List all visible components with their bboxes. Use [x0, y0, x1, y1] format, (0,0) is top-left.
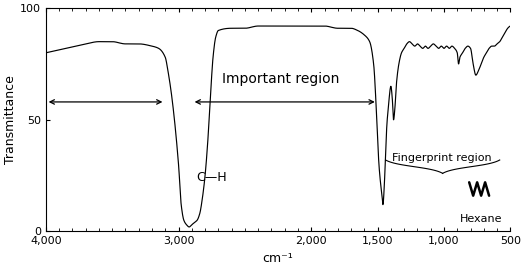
Text: Hexane: Hexane [460, 214, 502, 224]
Y-axis label: Transmittance: Transmittance [4, 75, 17, 164]
Text: Important region: Important region [222, 72, 339, 86]
Text: Fingerprint region: Fingerprint region [392, 153, 491, 163]
X-axis label: cm⁻¹: cm⁻¹ [262, 252, 293, 265]
Text: C—H: C—H [196, 171, 226, 184]
